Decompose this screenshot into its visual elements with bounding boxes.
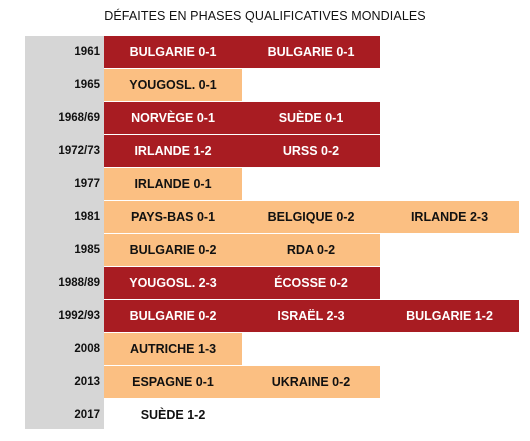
defeat-cell: BULGARIE 0-1 bbox=[242, 36, 380, 68]
defeat-cell: YOUGOSL. 0-1 bbox=[104, 69, 242, 101]
defeat-cell: URSS 0-2 bbox=[242, 135, 380, 167]
year-label: 1961 bbox=[74, 46, 100, 58]
defeat-cell: RDA 0-2 bbox=[242, 234, 380, 266]
defeat-cell: IRLANDE 2-3 bbox=[380, 201, 519, 233]
chart-title: DÉFAITES EN PHASES QUALIFICATIVES MONDIA… bbox=[104, 9, 426, 23]
year-label: 2008 bbox=[74, 343, 100, 355]
year-label: 1988/89 bbox=[58, 277, 100, 289]
year-label: 1992/93 bbox=[58, 310, 100, 322]
defeat-cell: SUÈDE 0-1 bbox=[242, 102, 380, 134]
year-label: 2013 bbox=[74, 376, 100, 388]
defeat-cell: UKRAINE 0-2 bbox=[242, 366, 380, 398]
defeat-cell: ESPAGNE 0-1 bbox=[104, 366, 242, 398]
year-column-background bbox=[25, 36, 104, 429]
year-label: 1972/73 bbox=[58, 145, 100, 157]
year-label: 2017 bbox=[74, 409, 100, 421]
defeat-cell: PAYS-BAS 0-1 bbox=[104, 201, 242, 233]
defeat-cell: IRLANDE 0-1 bbox=[104, 168, 242, 200]
year-label: 1981 bbox=[74, 211, 100, 223]
defeat-cell: IRLANDE 1-2 bbox=[104, 135, 242, 167]
year-label: 1977 bbox=[74, 178, 100, 190]
defeat-cell: AUTRICHE 1-3 bbox=[104, 333, 242, 365]
defeat-cell: SUÈDE 1-2 bbox=[140, 408, 206, 422]
defeat-cell: ISRAËL 2-3 bbox=[242, 300, 380, 332]
defeat-cell: BULGARIE 0-2 bbox=[104, 300, 242, 332]
year-label: 1965 bbox=[74, 79, 100, 91]
defeat-cell: BULGARIE 1-2 bbox=[380, 300, 519, 332]
defeat-cell: BELGIQUE 0-2 bbox=[242, 201, 380, 233]
defeat-cell: ÉCOSSE 0-2 bbox=[242, 267, 380, 299]
year-label: 1985 bbox=[74, 244, 100, 256]
defeat-cell: YOUGOSL. 2-3 bbox=[104, 267, 242, 299]
defeat-cell: BULGARIE 0-2 bbox=[104, 234, 242, 266]
defeat-cell: BULGARIE 0-1 bbox=[104, 36, 242, 68]
year-label: 1968/69 bbox=[58, 112, 100, 124]
defeat-cell: NORVÈGE 0-1 bbox=[104, 102, 242, 134]
